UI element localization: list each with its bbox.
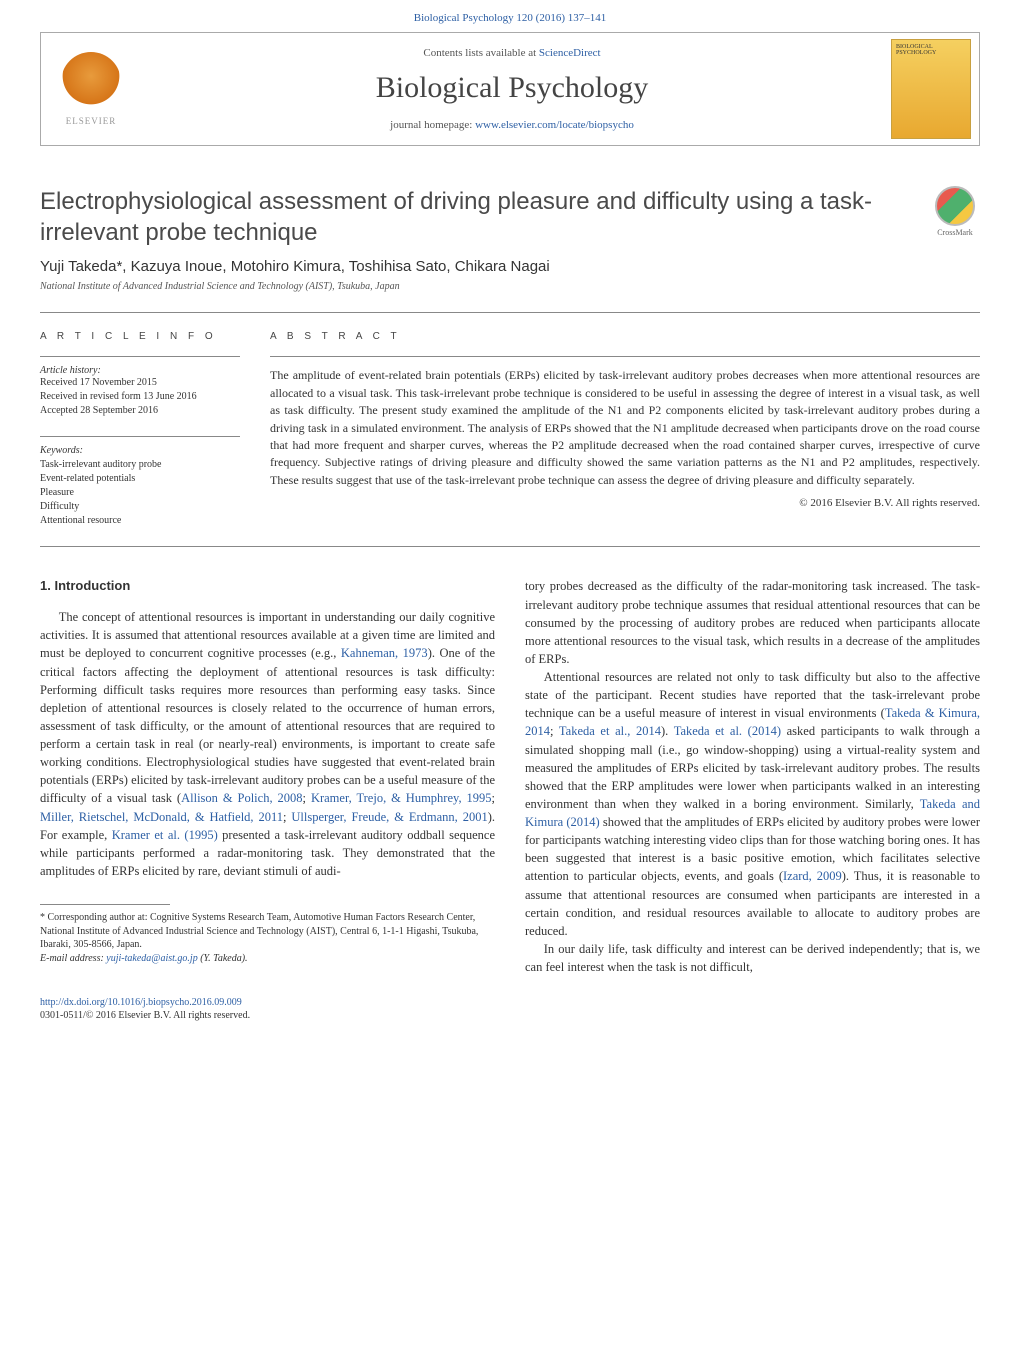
elsevier-label: ELSEVIER <box>66 116 117 126</box>
journal-cover-thumb: BIOLOGICAL PSYCHOLOGY <box>891 39 971 139</box>
crossmark-label: CrossMark <box>930 228 980 237</box>
doi-link[interactable]: http://dx.doi.org/10.1016/j.biopsycho.20… <box>40 997 242 1008</box>
homepage-line: journal homepage: www.elsevier.com/locat… <box>141 119 883 131</box>
keyword-item: Event-related potentials <box>40 472 240 486</box>
authors-line: Yuji Takeda*, Kazuya Inoue, Motohiro Kim… <box>40 258 980 275</box>
right-para-1: tory probes decreased as the difficulty … <box>525 577 980 668</box>
article-info-col: A R T I C L E I N F O Article history: R… <box>40 331 270 528</box>
section-num: 1. <box>40 578 51 593</box>
citation-header: Biological Psychology 120 (2016) 137–141 <box>0 0 1020 32</box>
footnote-rule <box>40 904 170 905</box>
cite-kramer[interactable]: Kramer, Trejo, & Humphrey, 1995 <box>311 791 492 805</box>
info-heading: A R T I C L E I N F O <box>40 331 240 342</box>
keyword-item: Difficulty <box>40 500 240 514</box>
email-suffix: (Y. Takeda). <box>198 953 248 964</box>
right-column: tory probes decreased as the difficulty … <box>525 577 980 976</box>
affiliation: National Institute of Advanced Industria… <box>40 281 980 292</box>
crossmark-widget[interactable]: CrossMark <box>930 186 980 237</box>
intro-para-1: The concept of attentional resources is … <box>40 608 495 880</box>
contents-line: Contents lists available at ScienceDirec… <box>141 47 883 59</box>
cite-kahneman[interactable]: Kahneman, 1973 <box>341 646 428 660</box>
abstract-text: The amplitude of event-related brain pot… <box>270 367 980 489</box>
sciencedirect-link[interactable]: ScienceDirect <box>539 47 601 59</box>
journal-header-box: ELSEVIER Contents lists available at Sci… <box>40 32 980 146</box>
rule-bottom <box>40 546 980 547</box>
email-footnote: E-mail address: yuji-takeda@aist.go.jp (… <box>40 952 495 966</box>
cite-takeda-etal[interactable]: Takeda et al., 2014 <box>559 724 661 738</box>
keyword-item: Task-irrelevant auditory probe <box>40 458 240 472</box>
abstract-copyright: © 2016 Elsevier B.V. All rights reserved… <box>270 497 980 509</box>
history-label: Article history: <box>40 365 240 376</box>
citation-link[interactable]: Biological Psychology 120 (2016) 137–141 <box>414 12 607 24</box>
left-column: 1. Introduction The concept of attention… <box>40 577 495 976</box>
homepage-prefix: journal homepage: <box>390 119 475 131</box>
abstract-rule <box>270 356 980 357</box>
keyword-item: Attentional resource <box>40 514 240 528</box>
right-para-3: In our daily life, task difficulty and i… <box>525 940 980 976</box>
section-title: Introduction <box>54 578 130 593</box>
cite-ullsperger[interactable]: Ullsperger, Freude, & Erdmann, 2001 <box>291 810 487 824</box>
cite-kramer-inline[interactable]: Kramer et al. (1995) <box>112 828 218 842</box>
elsevier-tree-icon <box>61 52 121 112</box>
cover-title: BIOLOGICAL PSYCHOLOGY <box>896 44 966 56</box>
keywords-label: Keywords: <box>40 445 240 456</box>
cite-miller[interactable]: Miller, Rietschel, McDonald, & Hatfield,… <box>40 810 283 824</box>
history-item: Accepted 28 September 2016 <box>40 404 240 418</box>
keyword-item: Pleasure <box>40 486 240 500</box>
cite-allison[interactable]: Allison & Polich, 2008 <box>181 791 302 805</box>
crossmark-icon <box>935 186 975 226</box>
info-rule <box>40 356 240 357</box>
abstract-heading: A B S T R A C T <box>270 331 980 342</box>
history-item: Received in revised form 13 June 2016 <box>40 390 240 404</box>
homepage-link[interactable]: www.elsevier.com/locate/biopsycho <box>475 119 634 131</box>
contents-prefix: Contents lists available at <box>423 47 538 59</box>
history-item: Received 17 November 2015 <box>40 376 240 390</box>
cite-takeda-etal-inline[interactable]: Takeda et al. (2014) <box>674 724 781 738</box>
keywords-rule <box>40 436 240 437</box>
right-para-2: Attentional resources are related not on… <box>525 668 980 940</box>
issn-line: 0301-0511/© 2016 Elsevier B.V. All right… <box>40 1010 250 1021</box>
abstract-col: A B S T R A C T The amplitude of event-r… <box>270 331 980 528</box>
elsevier-logo: ELSEVIER <box>41 34 141 144</box>
cite-izard[interactable]: Izard, 2009 <box>783 869 842 883</box>
section-heading: 1. Introduction <box>40 577 495 596</box>
journal-name: Biological Psychology <box>141 71 883 105</box>
doi-block: http://dx.doi.org/10.1016/j.biopsycho.20… <box>40 996 980 1022</box>
article-title: Electrophysiological assessment of drivi… <box>40 186 910 248</box>
corresponding-footnote: * Corresponding author at: Cognitive Sys… <box>40 911 495 952</box>
email-link[interactable]: yuji-takeda@aist.go.jp <box>106 953 197 964</box>
email-label: E-mail address: <box>40 953 106 964</box>
